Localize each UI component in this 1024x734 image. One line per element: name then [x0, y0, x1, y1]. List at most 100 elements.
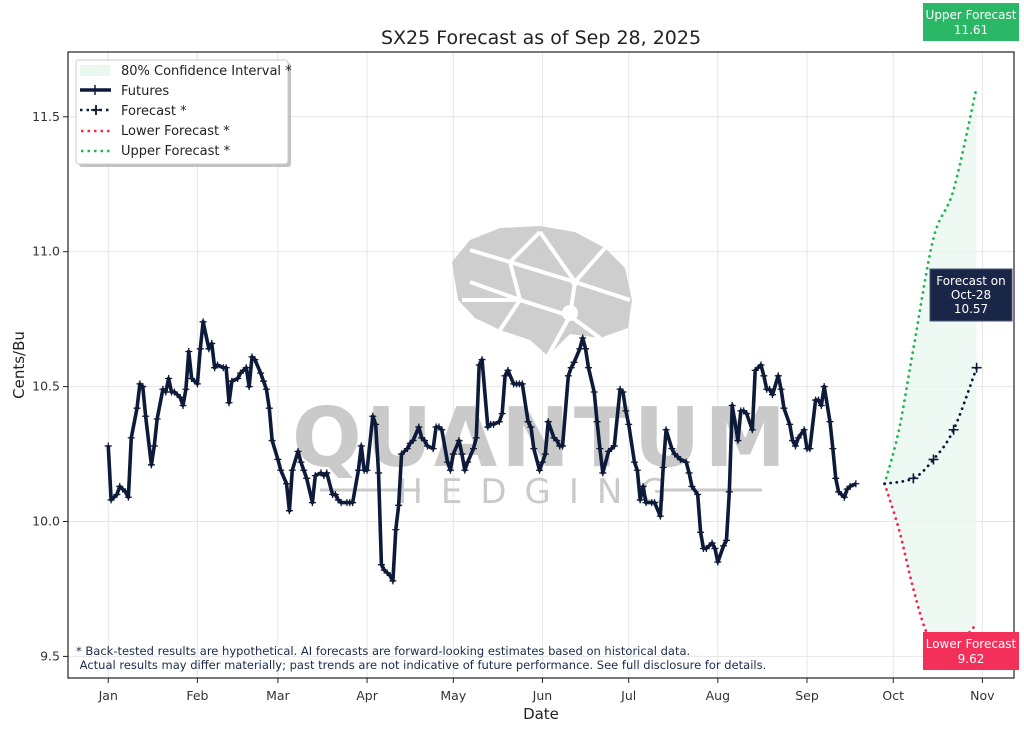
disclaimer-line-1: * Back-tested results are hypothetical. …: [76, 644, 690, 658]
legend-label-upper: Upper Forecast *: [121, 144, 231, 159]
futures-point: [553, 437, 561, 445]
futures-point: [656, 512, 664, 520]
futures-point: [242, 364, 250, 372]
futures-point: [800, 426, 808, 434]
futures-point: [504, 366, 512, 374]
futures-point: [708, 539, 716, 547]
futures-point: [633, 466, 641, 474]
futures-point: [349, 499, 357, 507]
futures-point: [127, 434, 135, 442]
futures-point: [107, 496, 115, 504]
futures-point: [518, 380, 526, 388]
futures-point: [444, 458, 452, 466]
futures-point: [415, 423, 423, 431]
x-tick-label: Jun: [532, 688, 553, 703]
futures-point: [688, 482, 696, 490]
futures-point: [662, 426, 670, 434]
x-tick-label: Feb: [186, 688, 208, 703]
futures-point: [593, 418, 601, 426]
futures-point: [142, 412, 150, 420]
x-tick-label: Mar: [266, 688, 290, 703]
futures-point: [722, 536, 730, 544]
futures-point: [530, 445, 538, 453]
futures-point: [222, 364, 230, 372]
futures-point: [429, 445, 437, 453]
brain-network-icon: [452, 226, 632, 357]
futures-point: [389, 577, 397, 585]
futures-point: [570, 358, 578, 366]
futures-point: [176, 393, 184, 401]
futures-point: [208, 339, 216, 347]
x-axis: Jan Feb Mar Apr May Jun Jul Aug Sep Oct Nov: [98, 678, 995, 703]
futures-point: [297, 458, 305, 466]
futures-point: [475, 361, 483, 369]
futures-point: [170, 388, 178, 396]
futures-point: [559, 442, 567, 450]
futures-point: [139, 383, 147, 391]
futures-point: [714, 558, 722, 566]
futures-point: [651, 499, 659, 507]
series-group: [104, 87, 982, 653]
y-tick-label: 11.0: [32, 244, 60, 259]
futures-point: [527, 423, 535, 431]
futures-point: [372, 420, 380, 428]
futures-point: [490, 420, 498, 428]
futures-point: [438, 426, 446, 434]
futures-point: [786, 420, 794, 428]
futures-point: [748, 426, 756, 434]
futures-point: [225, 399, 233, 407]
futures-point: [193, 380, 201, 388]
futures-point: [794, 434, 802, 442]
upper-badge-value: 11.61: [954, 23, 988, 37]
futures-point: [150, 442, 158, 450]
futures-point: [610, 442, 618, 450]
futures-point: [257, 369, 265, 377]
futures-point: [734, 437, 742, 445]
futures-point: [251, 356, 259, 364]
futures-point: [234, 374, 242, 382]
watermark-subtitle: HEDGING: [397, 472, 684, 512]
futures-point: [133, 404, 141, 412]
futures-point: [288, 466, 296, 474]
futures-point: [760, 372, 768, 380]
futures-point: [789, 437, 797, 445]
futures-point: [196, 345, 204, 353]
futures-point: [464, 458, 472, 466]
futures-point: [538, 458, 546, 466]
futures-point: [377, 561, 385, 569]
futures-point: [829, 445, 837, 453]
forecast-line: [883, 366, 979, 486]
futures-point: [214, 361, 222, 369]
futures-point: [423, 442, 431, 450]
futures-point: [536, 466, 544, 474]
futures-point: [268, 437, 276, 445]
futures-point: [579, 334, 587, 342]
futures-point: [285, 507, 293, 515]
legend-label-ci: 80% Confidence Interval *: [121, 64, 292, 79]
futures-point: [622, 407, 630, 415]
futures-point: [846, 482, 854, 490]
futures-point: [182, 385, 190, 393]
y-tick-label: 9.5: [40, 648, 60, 663]
watermark-logo: QUANTUM HEDGING: [292, 226, 786, 512]
futures-point: [421, 437, 429, 445]
confidence-interval-area: [884, 87, 977, 652]
futures-point: [702, 544, 710, 552]
futures-point: [228, 377, 236, 385]
forecast-badge-date: Oct-28: [951, 288, 991, 302]
futures-point: [766, 385, 774, 393]
futures-point: [104, 442, 112, 450]
forecast-point: [948, 424, 959, 435]
x-tick-label: Jul: [620, 688, 636, 703]
forecast-badge-label: Forecast on: [936, 274, 1006, 288]
futures-point: [409, 437, 417, 445]
futures-point: [682, 458, 690, 466]
futures-point: [199, 318, 207, 326]
upper-forecast-badge: Upper Forecast 11.61: [923, 3, 1019, 41]
futures-point: [685, 469, 693, 477]
futures-point: [237, 369, 245, 377]
futures-point: [179, 401, 187, 409]
futures-point: [363, 466, 371, 474]
futures-point: [584, 364, 592, 372]
